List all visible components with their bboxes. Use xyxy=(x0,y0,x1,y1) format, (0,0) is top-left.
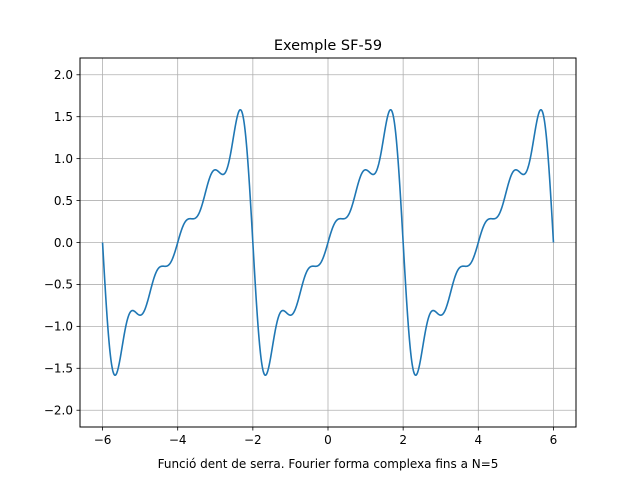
x-tick-label: 0 xyxy=(324,433,332,447)
y-tick-label: −1.0 xyxy=(44,320,73,334)
series-line xyxy=(101,108,555,377)
series-layer xyxy=(101,108,555,377)
x-axis-label: Funció dent de serra. Fourier forma comp… xyxy=(158,457,499,471)
y-tick-label: −0.5 xyxy=(44,278,73,292)
x-tick-label: 4 xyxy=(474,433,482,447)
x-tick-label: 6 xyxy=(550,433,558,447)
x-tick-label: −2 xyxy=(244,433,262,447)
x-tick-label: −4 xyxy=(169,433,187,447)
x-tick-label: −6 xyxy=(94,433,112,447)
y-tick-label: −1.5 xyxy=(44,362,73,376)
y-tick-label: 1.0 xyxy=(54,152,73,166)
y-tick-label: 0.0 xyxy=(54,236,73,250)
x-tick-label: 2 xyxy=(399,433,407,447)
y-tick-label: 0.5 xyxy=(54,194,73,208)
chart-title: Exemple SF-59 xyxy=(274,38,382,54)
y-tick-label: 2.0 xyxy=(54,68,73,82)
ticks: −6 −4 −2 0 2 4 6 −2.0 −1.5 −1.0 −0.5 0.0 0.5 1.0 1.5 2.… xyxy=(44,68,557,447)
y-tick-label: −2.0 xyxy=(44,404,73,418)
y-tick-label: 1.5 xyxy=(54,110,73,124)
